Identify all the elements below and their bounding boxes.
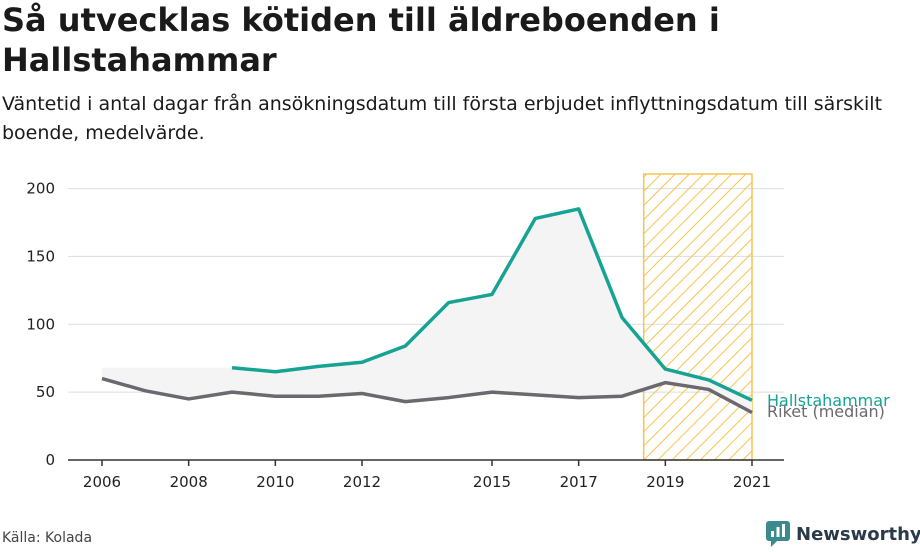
shaded-area: [102, 208, 752, 413]
x-tick-label: 2017: [560, 473, 598, 491]
brand-logo: Newsworthy: [766, 520, 920, 548]
newsworthy-icon: [766, 521, 790, 547]
y-tick-label: 150: [26, 247, 55, 265]
series-line-riket: [101, 376, 753, 415]
x-tick-label: 2012: [343, 473, 381, 491]
chart-title: Så utvecklas kötiden till äldreboenden i…: [2, 1, 720, 79]
axes: 0 50 100 150 200 2006 2008 2010 2012 2015 2017 2019…: [26, 180, 784, 491]
y-tick-label: 200: [26, 180, 55, 198]
x-tick-label: 2006: [83, 473, 121, 491]
range-area: [102, 208, 752, 413]
forecast-highlight: [642, 173, 753, 461]
x-tick-label: 2015: [473, 473, 511, 491]
series-lines: [101, 207, 753, 415]
y-tick-label: 0: [45, 451, 55, 469]
x-tick-label: 2019: [646, 473, 684, 491]
y-tick-label: 50: [36, 383, 55, 401]
brand-name: Newsworthy: [796, 523, 920, 545]
series-label-riket: Riket (median): [767, 402, 885, 421]
x-tick-label: 2010: [256, 473, 294, 491]
x-tick-label: 2021: [733, 473, 771, 491]
x-tick-label: 2008: [170, 473, 208, 491]
series-label-hallstahammar: Hallstahammar: [767, 391, 890, 410]
y-tick-label: 100: [26, 315, 55, 333]
source-note: Källa: Kolada: [2, 530, 93, 546]
chart-subtitle: Väntetid i antal dagar från ansökningsda…: [2, 93, 883, 144]
highlight-band: [642, 173, 753, 461]
